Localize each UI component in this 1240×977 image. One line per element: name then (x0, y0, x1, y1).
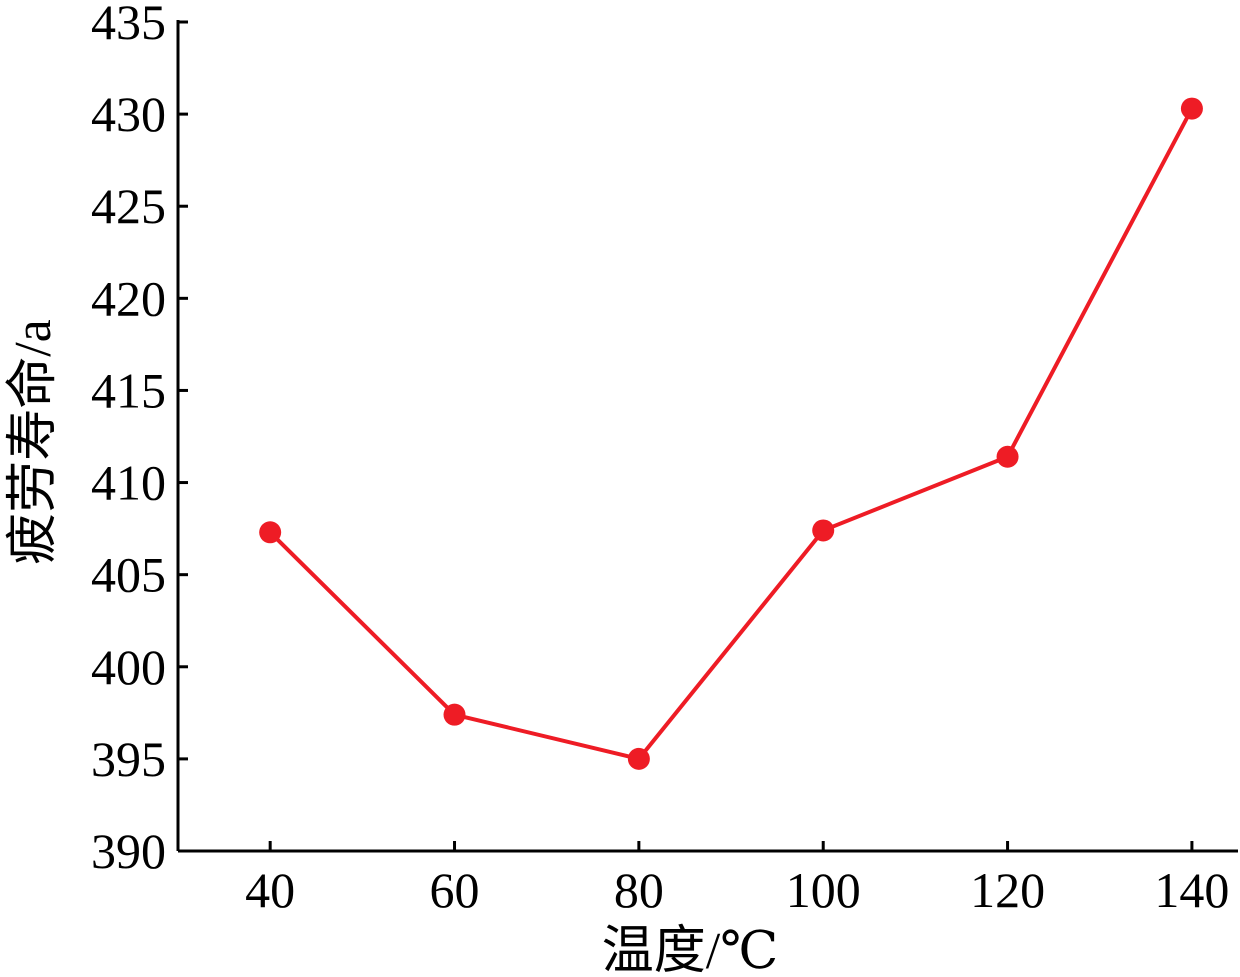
x-tick-label: 80 (614, 862, 664, 918)
x-tick-label: 140 (1154, 862, 1229, 918)
y-tick-label: 395 (91, 731, 166, 787)
y-tick-label: 435 (91, 0, 166, 50)
data-point (1180, 97, 1203, 120)
data-point (259, 521, 282, 544)
y-ticks: 390 395 400 405 410 415 420 425 430 435 (91, 0, 188, 879)
data-point (812, 519, 835, 542)
y-axis-title: 疲劳寿命/a (4, 319, 62, 565)
series-layer (259, 97, 1203, 770)
x-ticks: 40 60 80 100 120 140 (245, 841, 1229, 918)
x-tick-label: 60 (430, 862, 480, 918)
data-point (627, 747, 650, 770)
y-tick-label: 410 (91, 455, 166, 511)
y-tick-label: 420 (91, 270, 166, 326)
data-point (996, 445, 1019, 468)
axes (176, 20, 1238, 853)
y-tick-label: 430 (91, 86, 166, 142)
data-point (443, 703, 466, 726)
y-tick-label: 405 (91, 547, 166, 603)
y-tick-label: 415 (91, 362, 166, 418)
x-axis-title: 温度/℃ (602, 923, 779, 977)
x-tick-label: 100 (786, 862, 861, 918)
x-tick-label: 40 (245, 862, 295, 918)
y-tick-label: 390 (91, 823, 166, 879)
y-tick-label: 425 (91, 178, 166, 234)
y-tick-label: 400 (91, 639, 166, 695)
series-line (268, 107, 1194, 761)
x-tick-label: 120 (970, 862, 1045, 918)
